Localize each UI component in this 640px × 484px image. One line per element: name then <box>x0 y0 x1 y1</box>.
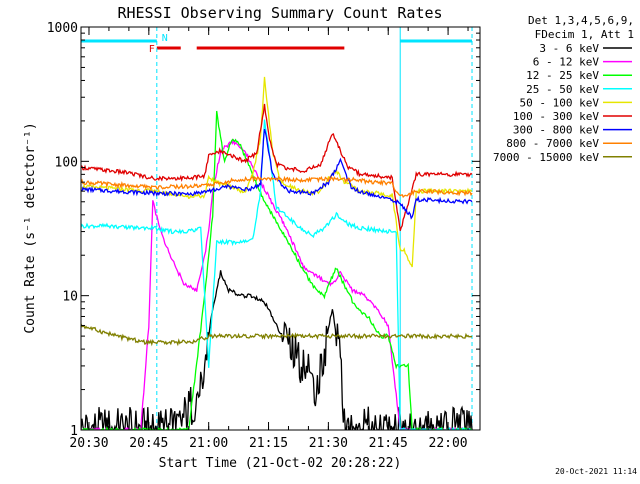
plot-frame <box>80 26 481 431</box>
series-layer <box>81 76 473 430</box>
flag-label-f: F <box>149 44 155 55</box>
x-tick-label: 21:30 <box>309 436 348 451</box>
legend-label-6: 300 - 800 keV <box>513 124 599 137</box>
plot-area: NF <box>80 27 473 430</box>
flag-label-n: N <box>162 33 168 44</box>
x-tick-label: 21:45 <box>369 436 408 451</box>
y-tick-label: 10 <box>62 290 78 305</box>
series-line-0 <box>81 270 473 430</box>
series-line-7 <box>81 175 473 198</box>
series-line-2 <box>81 110 473 430</box>
axes-layer: 20:30 20:45 21:00 21:15 21:30 21:45 22:00 1 10 10… <box>47 21 480 451</box>
legend-header-line-1: Det 1,3,4,5,6,9, <box>528 14 634 27</box>
legend-label-5: 100 - 300 keV <box>513 110 599 123</box>
flags-layer: NF <box>81 33 473 55</box>
legend: Det 1,3,4,5,6,9, FDecim 1, Att 1 3 - 6 k… <box>493 14 634 164</box>
y-tick-label: 1 <box>70 424 78 439</box>
x-axis-label: Start Time (21-Oct-02 20:28:22) <box>159 456 402 471</box>
legend-label-1: 6 - 12 keV <box>533 56 600 69</box>
timestamp: 20-Oct-2021 11:14 <box>555 467 637 476</box>
x-tick-label: 21:15 <box>249 436 288 451</box>
x-tick-label: 20:45 <box>129 436 168 451</box>
legend-label-7: 800 - 7000 keV <box>506 137 599 150</box>
series-line-5 <box>81 103 473 231</box>
y-tick-label: 100 <box>55 155 78 170</box>
legend-label-3: 25 - 50 keV <box>526 83 599 96</box>
x-tick-label: 22:00 <box>429 436 468 451</box>
legend-label-2: 12 - 25 keV <box>526 69 599 82</box>
series-line-8 <box>81 323 473 347</box>
legend-label-0: 3 - 6 keV <box>539 42 599 55</box>
x-tick-label: 20:30 <box>69 436 108 451</box>
legend-label-8: 7000 - 15000 keV <box>493 151 599 164</box>
y-axis-label: Count Rate (s⁻¹ detector⁻¹) <box>23 122 38 333</box>
y-tick-label: 1000 <box>47 21 78 36</box>
legend-label-4: 50 - 100 keV <box>520 96 600 109</box>
legend-header-line-2: FDecim 1, Att 1 <box>535 28 634 41</box>
series-line-4 <box>81 76 473 268</box>
x-tick-label: 21:00 <box>189 436 228 451</box>
chart-title: RHESSI Observing Summary Count Rates <box>117 4 442 22</box>
